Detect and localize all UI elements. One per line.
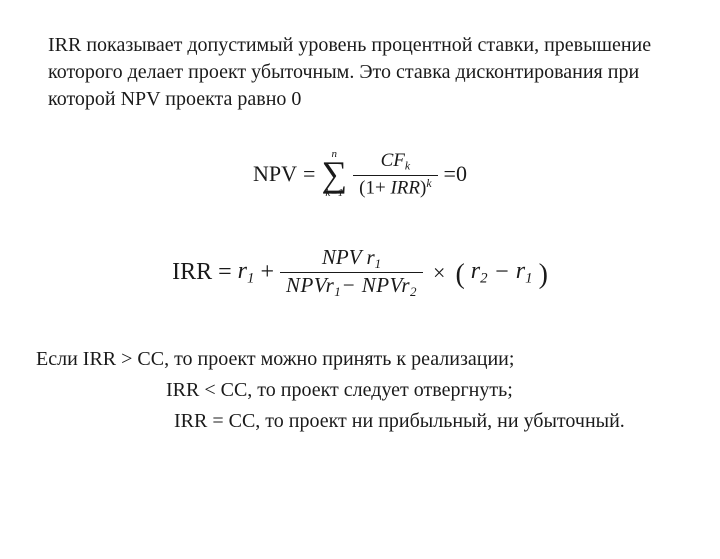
npv-den-irr: IRR: [386, 177, 420, 198]
conclusion-line-2: IRR < CC, то проект следует отвергнуть;: [166, 375, 684, 406]
irr-num-npv: NPV: [322, 245, 367, 269]
irr-r1b: r1: [516, 258, 533, 287]
irr-eq1: =: [218, 259, 232, 286]
irr-r2: r2: [471, 258, 488, 287]
sigma-lower: k=1: [325, 188, 343, 199]
formula-irr: IRR = r1 + NPV r1 NPVr1− NPVr2 × ( r2 − …: [36, 247, 684, 298]
npv-frac-num: CFk: [375, 151, 417, 174]
npv-lhs: NPV: [253, 161, 297, 187]
npv-den-open: (1+: [359, 177, 386, 198]
irr-r1b-sub: 1: [525, 271, 532, 287]
conclusion-line-3: IRR = CC, то проект ни прибыльный, ни уб…: [174, 406, 684, 437]
npv-rhs: =0: [444, 161, 467, 187]
irr-lhs: IRR: [172, 259, 212, 286]
conclusion-line-1: Если IRR > CC, то проект можно принять к…: [36, 344, 684, 375]
npv-equation-row: NPV = n ∑ k=1 CFk (1+ IRR)k =0: [253, 149, 467, 199]
irr-times: ×: [429, 260, 449, 286]
npv-cf-sub: k: [405, 160, 410, 173]
irr-minus: −: [494, 259, 510, 286]
npv-cf: CF: [381, 150, 405, 171]
irr-den-npv1: NPV: [286, 273, 326, 297]
irr-r1b-sym: r: [516, 258, 525, 284]
irr-equation-row: IRR = r1 + NPV r1 NPVr1− NPVr2 × ( r2 − …: [172, 247, 548, 298]
irr-r2-sym: r: [471, 258, 480, 284]
npv-den-sup: k: [426, 177, 431, 190]
irr-fraction: NPV r1 NPVr1− NPVr2: [280, 247, 423, 298]
npv-eq: =: [303, 161, 315, 187]
irr-frac-den: NPVr1− NPVr2: [280, 272, 423, 298]
slide-page: IRR показывает допустимый уровень процен…: [0, 0, 720, 559]
irr-r1-sub: 1: [247, 271, 254, 287]
irr-r1: r1: [238, 258, 255, 287]
irr-r1-sym: r: [238, 258, 247, 284]
intro-text: IRR показывает допустимый уровень процен…: [48, 34, 651, 110]
irr-den-r2-sub: 2: [410, 284, 417, 299]
sigma: n ∑ k=1: [321, 149, 347, 199]
intro-paragraph: IRR показывает допустимый уровень процен…: [36, 32, 684, 113]
irr-num-r: r: [366, 245, 374, 269]
irr-r2-sub: 2: [480, 271, 487, 287]
irr-frac-num: NPV r1: [316, 247, 387, 272]
formula-npv: NPV = n ∑ k=1 CFk (1+ IRR)k =0: [36, 149, 684, 199]
irr-den-minus: −: [341, 273, 361, 297]
conclusions-block: Если IRR > CC, то проект можно принять к…: [36, 344, 684, 437]
irr-den-r2: r: [401, 273, 410, 297]
npv-fraction: CFk (1+ IRR)k: [353, 151, 437, 197]
irr-den-npv2: NPV: [362, 273, 402, 297]
irr-num-r-sub: 1: [375, 256, 382, 271]
sigma-symbol: ∑: [321, 158, 347, 190]
irr-plus: +: [260, 259, 274, 286]
npv-frac-den: (1+ IRR)k: [353, 175, 437, 197]
irr-den-r1: r: [326, 273, 335, 297]
